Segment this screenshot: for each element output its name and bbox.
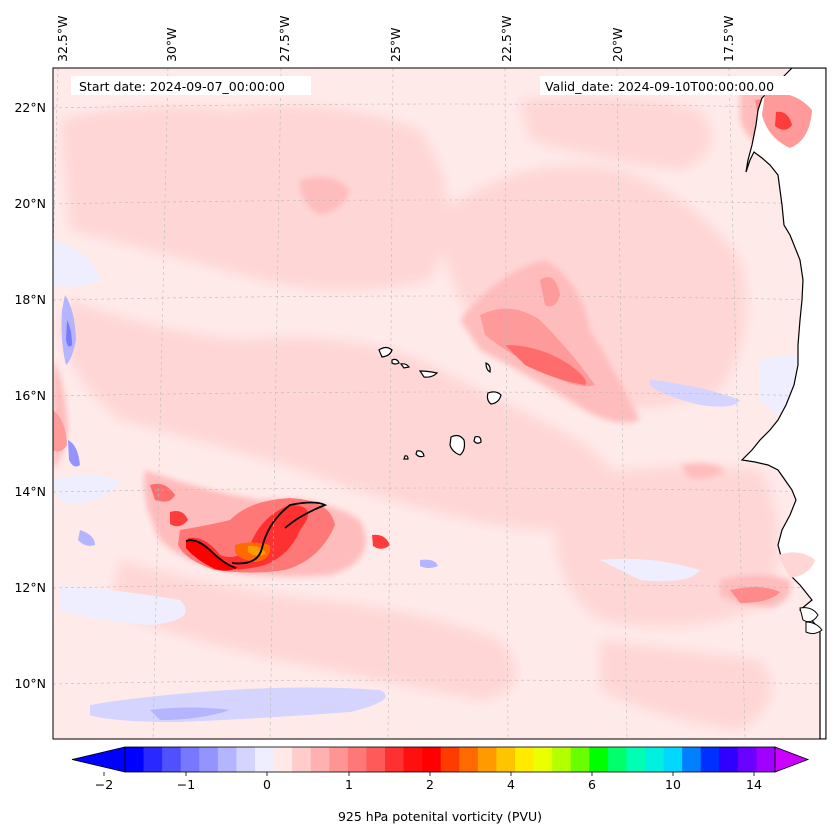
colorbar-swatch: [347, 747, 367, 772]
lat-tick-label: 18°N: [14, 292, 46, 307]
colorbar-under-extension: [71, 746, 126, 773]
colorbar-tick-label: −1: [177, 777, 195, 792]
colorbar-swatch: [477, 747, 497, 772]
colorbar-tick-label: 10: [665, 777, 681, 792]
map-gridlines: [53, 68, 826, 739]
colorbar-swatch: [385, 747, 404, 772]
colorbar-swatch: [682, 747, 702, 772]
colorbar-swatch: [366, 747, 386, 772]
lon-tick-label: 17.5°W: [721, 16, 736, 62]
cape-verde-islands: [378, 346, 502, 460]
lat-tick-label: 10°N: [14, 676, 46, 691]
colorbar-tick-label: −2: [95, 777, 113, 792]
lon-tick-label: 22.5°W: [499, 16, 514, 62]
lon-tick-label: 27.5°W: [277, 16, 292, 62]
colorbar-swatch: [515, 747, 534, 772]
map-frame: [52, 67, 827, 740]
lon-tick-label: 25°W: [388, 27, 403, 62]
colorbar-swatch: [552, 747, 572, 772]
colorbar-tick-label: 4: [507, 777, 515, 792]
colorbar-swatch: [645, 747, 664, 772]
colorbar-swatch: [570, 747, 590, 772]
colorbar-tick-label: 14: [746, 777, 762, 792]
colorbar-swatch: [663, 747, 683, 772]
colorbar-swatch: [273, 747, 293, 772]
colorbar-swatch: [292, 747, 312, 772]
pv-contour-line: [185, 501, 328, 569]
colorbar-tick-label: 6: [588, 777, 596, 792]
colorbar-swatch: [607, 747, 627, 772]
colorbar-tick-label: 0: [263, 777, 271, 792]
lat-tick-label: 12°N: [14, 580, 46, 595]
colorbar-label: 925 hPa potenital vorticity (PVU): [338, 809, 542, 824]
colorbar-swatch: [180, 747, 200, 772]
lat-tick-labels: 22°N 20°N 18°N 16°N 14°N 12°N 10°N: [14, 100, 46, 691]
colorbar-swatch: [496, 747, 516, 772]
valid-date-box: [540, 76, 808, 95]
lon-tick-labels: 32.5°W 30°W 27.5°W 25°W 22.5°W 20°W 17.5…: [55, 16, 736, 62]
colorbar-swatch: [459, 747, 479, 772]
colorbar-swatch: [199, 747, 219, 772]
lat-tick-label: 14°N: [14, 484, 46, 499]
colorbar-swatch: [737, 747, 757, 772]
lat-tick-label: 22°N: [14, 100, 46, 115]
start-date-box: [71, 76, 311, 95]
colorbar-swatch: [440, 747, 460, 772]
lon-tick-label: 20°W: [610, 27, 625, 62]
map-panel: Start date: 2024-09-07_00:00:00 Valid_da…: [53, 68, 826, 739]
colorbar-tick-label: 2: [426, 777, 434, 792]
colorbar-swatch: [403, 747, 423, 772]
colorbar-over-extension: [774, 746, 810, 773]
valid-date-label: Valid_date: 2024-09-10T00:00:00.00: [545, 79, 774, 94]
colorbar-swatch: [756, 747, 776, 772]
colorbar-swatch: [255, 747, 274, 772]
colorbar-swatch: [700, 747, 720, 772]
lon-tick-label: 30°W: [164, 27, 179, 62]
lon-tick-label: 32.5°W: [55, 16, 70, 62]
lat-tick-label: 16°N: [14, 388, 46, 403]
pv-strong-feature: [178, 498, 335, 573]
africa-landmass: [740, 68, 826, 739]
colorbar-swatch: [329, 747, 349, 772]
colorbar-swatch: [533, 747, 553, 772]
colorbar-tick-label: 1: [345, 777, 353, 792]
colorbar-swatch: [162, 747, 182, 772]
colorbar-swatch: [589, 747, 609, 772]
pv-light-pink-field: [60, 96, 778, 730]
colorbar-swatch: [719, 747, 739, 772]
lat-tick-label: 20°N: [14, 196, 46, 211]
colorbar-frame: [124, 746, 776, 773]
colorbar-swatch: [310, 747, 330, 772]
colorbar-swatch: [626, 747, 646, 772]
colorbar: −2 −1 0 1 2 4 6 10 14: [71, 746, 810, 792]
colorbar-swatch: [125, 747, 144, 772]
colorbar-swatch: [143, 747, 163, 772]
start-date-label: Start date: 2024-09-07_00:00:00: [79, 79, 285, 94]
colorbar-swatch: [236, 747, 256, 772]
colorbar-swatch: [217, 747, 237, 772]
colorbar-swatch: [422, 747, 442, 772]
